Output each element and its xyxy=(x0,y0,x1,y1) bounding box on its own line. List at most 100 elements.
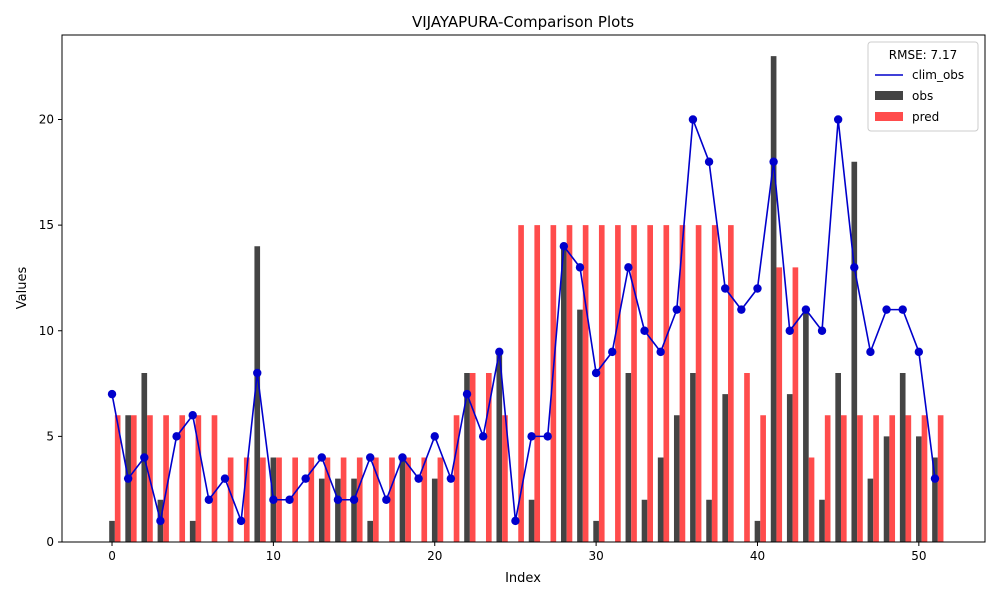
obs-bar xyxy=(318,478,325,542)
obs-bar xyxy=(577,309,583,542)
clim-obs-point xyxy=(140,453,149,462)
obs-bar xyxy=(899,373,906,542)
clim-obs-point xyxy=(640,326,649,335)
pred-bar xyxy=(502,415,508,542)
y-tick-label: 0 xyxy=(46,535,54,549)
clim-obs-point xyxy=(559,242,569,251)
pred-bar xyxy=(292,457,298,542)
pred-bar xyxy=(373,457,379,542)
obs-bar xyxy=(819,499,825,542)
pred-bar xyxy=(114,415,121,542)
obs-bar xyxy=(754,520,761,542)
pred-bar xyxy=(824,415,831,542)
clim-obs-point xyxy=(801,305,811,314)
pred-bar xyxy=(211,415,218,542)
pred-bar xyxy=(550,225,557,542)
clim-obs-point xyxy=(414,474,423,483)
pred-bar xyxy=(243,457,250,542)
pred-bar xyxy=(518,225,524,542)
x-tick-label: 30 xyxy=(588,549,603,563)
pred-bar xyxy=(566,225,573,542)
line-layer xyxy=(107,115,940,526)
bars-layer xyxy=(109,56,944,542)
pred-bar xyxy=(308,457,315,542)
clim-obs-point xyxy=(366,453,375,462)
obs-bar xyxy=(109,520,115,542)
legend: RMSE: 7.17 clim_obs obs pred xyxy=(867,41,979,132)
clim-obs-point xyxy=(543,432,552,441)
pred-bar xyxy=(792,267,799,542)
obs-bar xyxy=(867,478,874,542)
clim-obs-point xyxy=(301,474,310,483)
pred-bar xyxy=(469,373,476,542)
x-tick-label: 10 xyxy=(266,549,281,563)
clim-obs-point xyxy=(269,495,278,504)
obs-bar xyxy=(706,499,712,542)
pred-bar xyxy=(808,457,815,542)
clim-obs-point xyxy=(204,495,214,504)
chart-title: VIJAYAPURA-Comparison Plots xyxy=(412,13,634,31)
clim-obs-point xyxy=(333,495,343,504)
obs-bar xyxy=(722,394,729,542)
obs-bar xyxy=(851,161,858,542)
pred-bar xyxy=(485,373,492,542)
obs-bar xyxy=(770,56,777,542)
obs-bar xyxy=(399,457,406,542)
pred-bar xyxy=(728,225,734,542)
pred-bar xyxy=(195,415,202,542)
clim-obs-point xyxy=(236,516,246,526)
x-tick-label: 0 xyxy=(108,549,116,563)
y-tick-label: 5 xyxy=(46,429,54,443)
clim-obs-point xyxy=(123,474,133,483)
pred-bar xyxy=(582,225,589,542)
pred-bar xyxy=(873,415,879,542)
x-tick-label: 40 xyxy=(750,549,765,563)
pred-bar xyxy=(695,225,702,542)
clim-obs-point xyxy=(349,495,359,504)
obs-bar xyxy=(690,373,696,542)
clim-obs-point xyxy=(930,474,940,483)
clim-obs-point xyxy=(898,305,907,314)
clim-obs-line xyxy=(111,119,936,522)
pred-bar xyxy=(163,415,169,542)
pred-bar xyxy=(130,415,137,542)
obs-bar xyxy=(335,478,341,542)
pred-bar xyxy=(598,225,605,542)
pred-bar xyxy=(227,457,234,542)
plot-frame xyxy=(61,34,986,543)
pred-bar xyxy=(534,225,541,542)
clim-obs-point xyxy=(721,284,730,293)
clim-obs-point xyxy=(398,453,407,462)
pred-bar xyxy=(179,415,186,542)
y-tick-label: 15 xyxy=(39,218,54,232)
clim-obs-point xyxy=(737,305,746,314)
y-axis-label: Values xyxy=(15,267,30,310)
clim-obs-point xyxy=(785,326,794,335)
legend-label-pred: pred xyxy=(912,110,939,124)
legend-box xyxy=(867,41,979,132)
legend-label-obs: obs xyxy=(912,89,933,103)
obs-bar xyxy=(932,457,938,542)
clim-obs-point xyxy=(511,516,520,526)
obs-bar xyxy=(528,499,535,542)
pred-bar xyxy=(260,457,266,542)
pred-bar xyxy=(744,373,750,542)
obs-bar xyxy=(464,373,470,542)
clim-obs-point xyxy=(608,347,617,357)
clim-obs-point xyxy=(704,157,714,166)
obs-bar xyxy=(641,499,648,542)
pred-bar xyxy=(631,225,637,542)
pred-bar xyxy=(421,457,428,542)
obs-bar xyxy=(367,520,374,542)
clim-obs-point xyxy=(591,368,601,378)
clim-obs-point xyxy=(753,284,762,293)
obs-bar xyxy=(803,309,809,542)
obs-bar xyxy=(593,520,599,542)
clim-obs-point xyxy=(866,347,875,357)
obs-bar xyxy=(431,478,438,542)
obs-bar xyxy=(916,436,922,542)
obs-bar xyxy=(883,436,890,542)
pred-bar xyxy=(615,225,621,542)
